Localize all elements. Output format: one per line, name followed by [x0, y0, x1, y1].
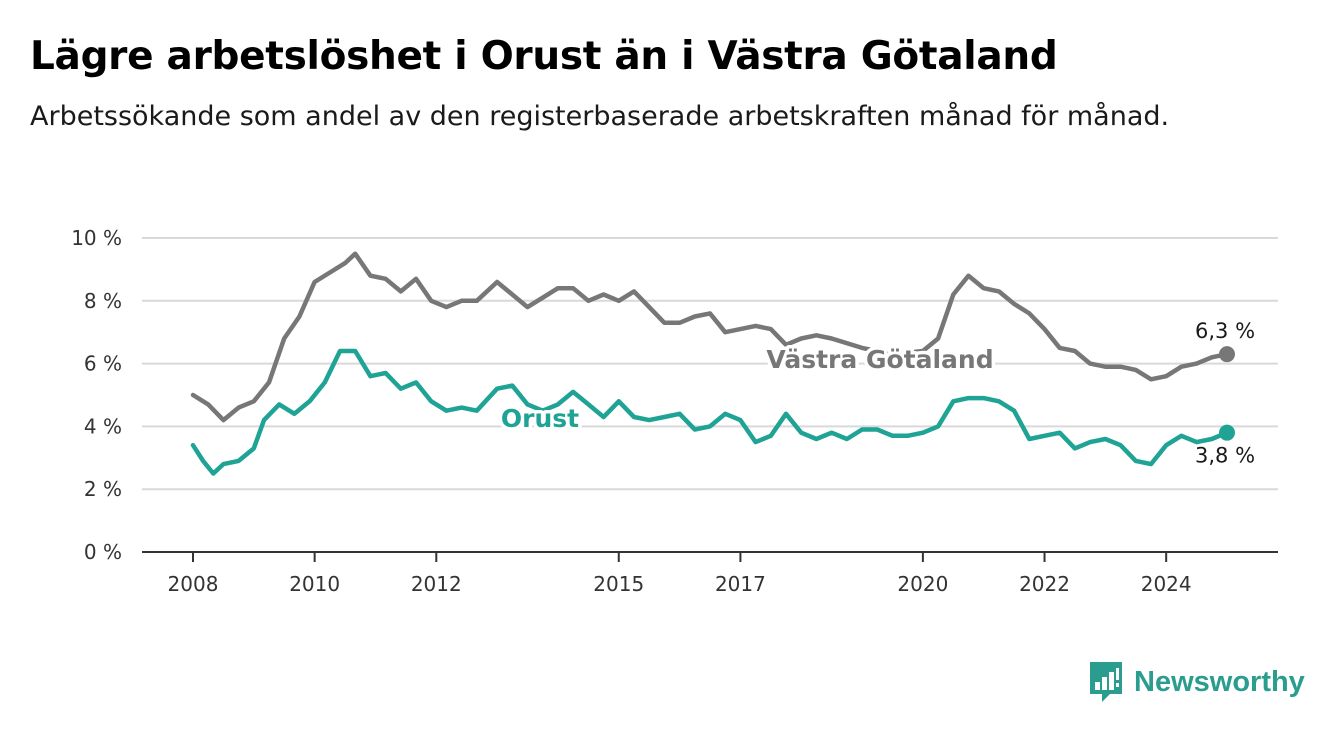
series-label-orust: Orust	[501, 404, 579, 433]
series-label-v-stra-g-taland: Västra Götaland	[766, 345, 993, 374]
y-tick-label: 6 %	[84, 352, 122, 376]
x-tick-label: 2012	[411, 572, 462, 596]
chart-title: Lägre arbetslöshet i Orust än i Västra G…	[30, 34, 1058, 79]
x-tick-label: 2010	[289, 572, 340, 596]
x-tick-label: 2017	[715, 572, 766, 596]
end-point-v-stra-g-taland	[1219, 346, 1235, 363]
brand-logo: Newsworthy	[1088, 660, 1305, 704]
x-tick-label: 2022	[1019, 572, 1070, 596]
x-tick-label: 2008	[168, 572, 219, 596]
x-tick-label: 2015	[593, 572, 644, 596]
bar-chart-icon	[1090, 662, 1122, 702]
end-point-orust	[1219, 424, 1235, 441]
y-tick-label: 10 %	[71, 226, 122, 250]
series-line-orust	[190, 348, 1230, 476]
y-tick-label: 2 %	[84, 477, 122, 501]
x-tick-label: 2020	[897, 572, 948, 596]
brand-name: Newsworthy	[1134, 665, 1305, 698]
y-tick-label: 8 %	[84, 289, 122, 313]
y-tick-label: 0 %	[84, 540, 122, 564]
series-line-v-stra-g-taland	[190, 251, 1230, 423]
end-value-v-stra-g-taland: 6,3 %	[1195, 319, 1255, 343]
y-tick-label: 4 %	[84, 414, 122, 438]
end-value-orust: 3,8 %	[1195, 444, 1255, 468]
x-tick-label: 2024	[1141, 572, 1192, 596]
chart-subtitle: Arbetssökande som andel av den registerb…	[30, 101, 1170, 132]
